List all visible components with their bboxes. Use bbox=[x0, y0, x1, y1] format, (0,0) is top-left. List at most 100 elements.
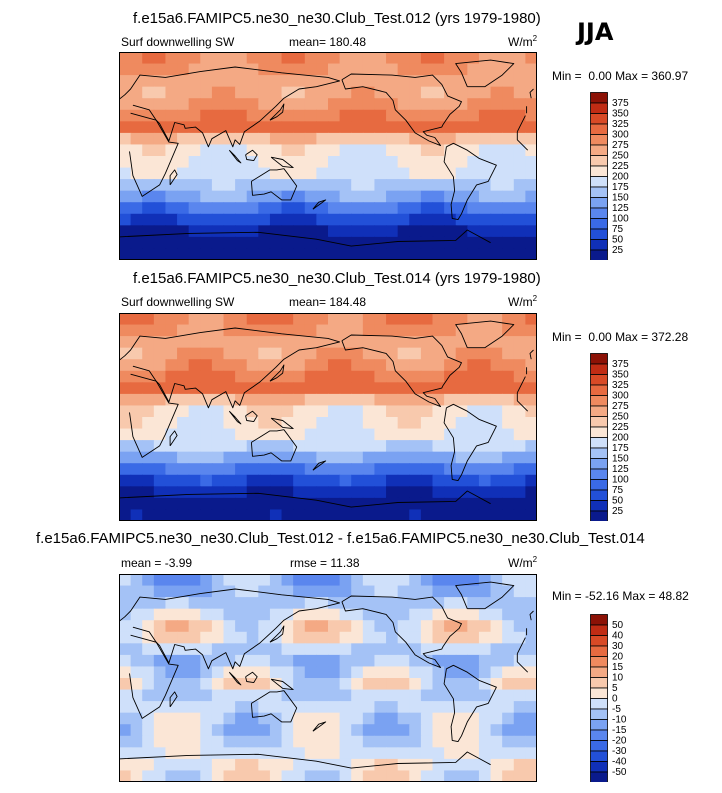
map-field-cell bbox=[316, 109, 329, 122]
map-field-cell bbox=[420, 585, 434, 598]
map-field-cell bbox=[293, 213, 306, 226]
map-field-cell bbox=[281, 574, 294, 587]
colorbar-tick-label: 75 bbox=[612, 485, 624, 496]
map-field-cell bbox=[258, 497, 271, 511]
map-field-cell bbox=[362, 236, 376, 250]
map-field-cell bbox=[362, 167, 376, 180]
map-field-cell bbox=[513, 324, 526, 337]
colorbar-box bbox=[590, 207, 608, 219]
map-field-cell bbox=[525, 347, 537, 360]
map-field-cell bbox=[293, 724, 306, 737]
map-field-cell bbox=[513, 417, 526, 430]
map-field-cell bbox=[177, 620, 190, 633]
map-field-cell bbox=[362, 631, 376, 644]
map-field-cell bbox=[211, 144, 225, 157]
map-field-cell bbox=[397, 497, 410, 511]
map-field-cell bbox=[177, 52, 190, 65]
map-field-cell bbox=[386, 428, 399, 441]
map-field-cell bbox=[502, 144, 515, 157]
map-field-cell bbox=[362, 336, 376, 349]
map-field-cell bbox=[397, 213, 410, 226]
map-field-cell bbox=[409, 747, 422, 760]
map-field-cell bbox=[455, 213, 468, 226]
map-field-cell bbox=[130, 678, 143, 691]
map-field-cell bbox=[339, 359, 352, 372]
map-field-cell bbox=[362, 370, 376, 383]
colorbar-tick-label: 300 bbox=[612, 130, 629, 141]
map-field-cell bbox=[502, 451, 515, 464]
map-field-cell bbox=[293, 608, 306, 621]
map-field-cell bbox=[211, 486, 225, 499]
map-field-cell bbox=[153, 313, 167, 326]
map-field-cell bbox=[444, 701, 457, 714]
map-field-cell bbox=[328, 63, 341, 76]
map-field-cell bbox=[188, 758, 201, 772]
map-field-cell bbox=[211, 631, 225, 644]
map-field-cell bbox=[235, 486, 248, 499]
map-field-cell bbox=[177, 121, 190, 134]
map-field-cell bbox=[362, 486, 376, 499]
colorbar-box bbox=[590, 102, 608, 114]
map-field-cell bbox=[211, 701, 225, 714]
map-field-cell bbox=[269, 121, 283, 134]
map-field-cell bbox=[304, 724, 317, 737]
colorbar-tick-label: 75 bbox=[612, 224, 624, 235]
map-field-cell bbox=[478, 324, 492, 337]
map-field-cell bbox=[304, 428, 317, 441]
colorbar-tick-label: 50 bbox=[612, 235, 624, 246]
map-field-cell bbox=[119, 585, 132, 598]
map-field-cell bbox=[153, 620, 167, 633]
map-field-cell bbox=[165, 643, 178, 656]
colorbar-tick-label: 250 bbox=[612, 151, 629, 162]
map-field-cell bbox=[502, 417, 515, 430]
map-field-cell bbox=[351, 654, 364, 668]
map-field-cell bbox=[339, 574, 352, 587]
map-field-cell bbox=[223, 585, 236, 598]
map-field-cell bbox=[153, 758, 167, 772]
map-field-cell bbox=[119, 98, 132, 111]
map-field-cell bbox=[339, 202, 352, 215]
map-field-cell bbox=[478, 190, 492, 203]
colorbar-tick-label: 5 bbox=[612, 683, 618, 694]
map-field-cell bbox=[188, 509, 201, 521]
map-field-cell bbox=[444, 359, 457, 372]
map-field-cell bbox=[316, 463, 329, 476]
map-field-cell bbox=[153, 393, 167, 407]
map-field-cell bbox=[165, 758, 178, 772]
map-field-cell bbox=[119, 109, 132, 122]
map-field-cell bbox=[293, 631, 306, 644]
map-field-cell bbox=[420, 758, 434, 772]
map-field-cell bbox=[177, 336, 190, 349]
map-field-cell bbox=[223, 324, 236, 337]
map-field-cell bbox=[351, 712, 364, 725]
map-field-cell bbox=[478, 393, 492, 407]
map-field-cell bbox=[409, 758, 422, 772]
map-field-cell bbox=[188, 608, 201, 621]
map-field-cell bbox=[165, 724, 178, 737]
map-field-cell bbox=[455, 735, 468, 748]
map-field-cell bbox=[211, 724, 225, 737]
map-field-cell bbox=[293, 643, 306, 656]
map-field-cell bbox=[328, 678, 341, 691]
map-field-cell bbox=[420, 724, 434, 737]
map-field-cell bbox=[386, 440, 399, 453]
map-field-cell bbox=[235, 585, 248, 598]
map-field-cell bbox=[200, 486, 213, 499]
map-field-cell bbox=[293, 370, 306, 383]
map-field-cell bbox=[130, 463, 143, 476]
map-field-cell bbox=[304, 509, 317, 521]
map-field-cell bbox=[177, 248, 190, 260]
map-field-cell bbox=[293, 574, 306, 587]
colorbar-box bbox=[590, 228, 608, 240]
map-field-cell bbox=[188, 313, 201, 326]
map-field-cell bbox=[525, 712, 537, 725]
map-field-cell bbox=[420, 712, 434, 725]
map-field-cell bbox=[420, 382, 434, 395]
map-field-cell bbox=[362, 440, 376, 453]
map-field-cell bbox=[200, 643, 213, 656]
map-field-cell bbox=[211, 382, 225, 395]
map-field-cell bbox=[246, 770, 259, 782]
map-field-cell bbox=[200, 313, 213, 326]
map-field-cell bbox=[119, 167, 132, 180]
map-field-cell bbox=[374, 463, 387, 476]
